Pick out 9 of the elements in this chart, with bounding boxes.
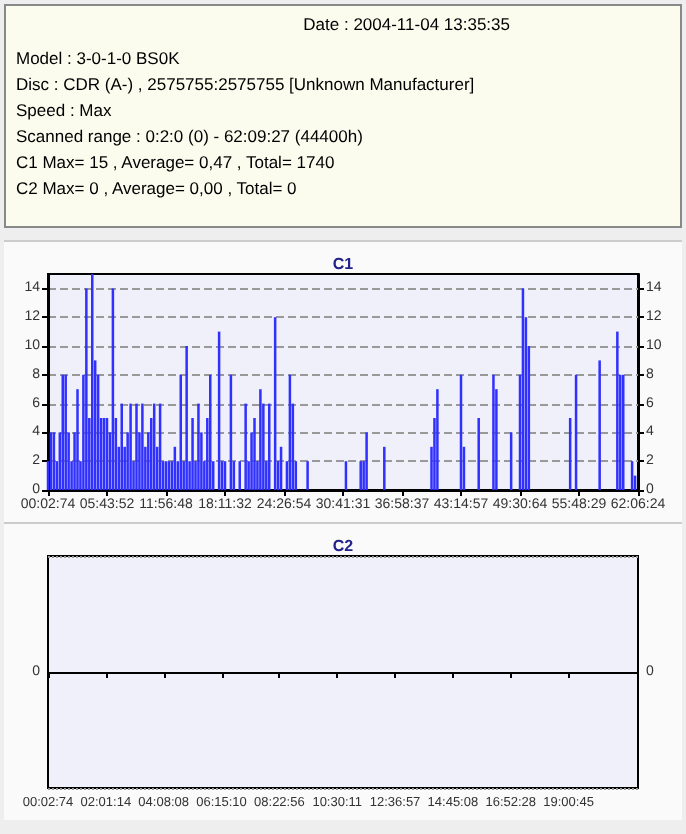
text: Speed : Max [16,98,114,124]
text: Date : 2004-11-04 13:35:35 [301,12,512,38]
text: C2 Max= 0 , Average= 0,00 , Total= 0 [16,176,299,202]
text: Scanned range : 0:2:0 (0) - 62:09:27 (44400h) [16,124,365,150]
text: C1 Max= 15 , Average= 0,47 , Total= 1740 [16,150,337,176]
text: C2 [332,537,355,555]
text: Disc : CDR (A-) , 2575755:2575755 [Unknown Manufacturer] [16,72,477,98]
text: Model : 3-0-1-0 BS0K [16,46,182,72]
chart-title: C1 [332,255,355,273]
